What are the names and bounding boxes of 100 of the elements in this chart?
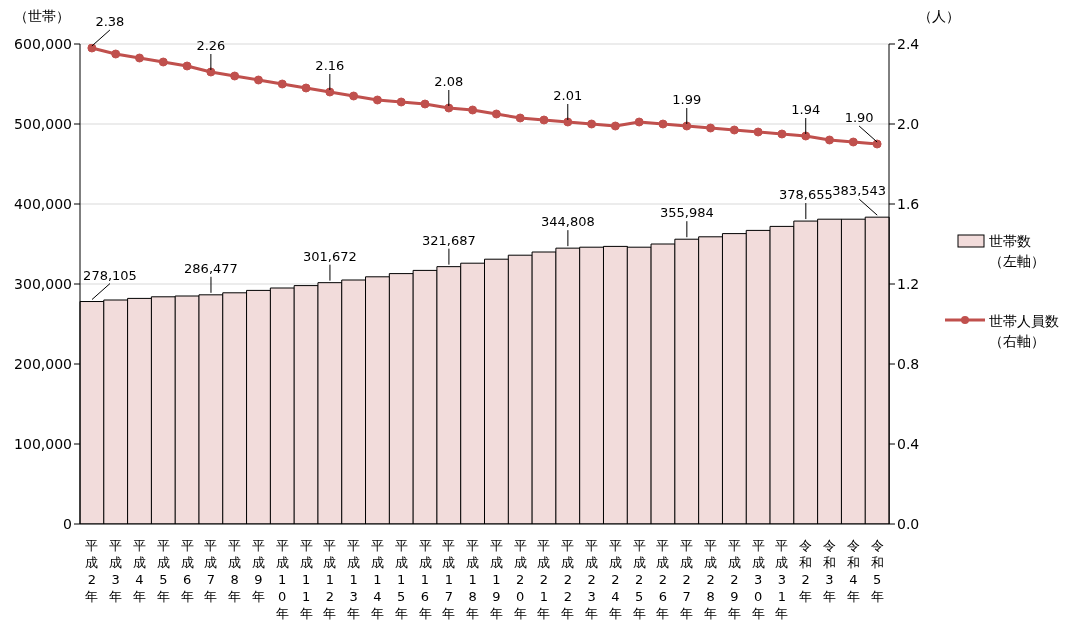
point <box>111 49 121 59</box>
point <box>515 113 525 123</box>
x-tick-label: 令和2年 <box>799 538 813 604</box>
x-tick-label: 平成8年 <box>228 538 242 604</box>
x-tick-label: 平成28年 <box>704 538 718 621</box>
point <box>206 67 216 77</box>
x-tick-label: 平成13年 <box>347 538 361 621</box>
x-tick-label: 平成25年 <box>632 538 646 621</box>
data-label: 2.26 <box>196 38 226 53</box>
x-tick-label: 平成12年 <box>323 538 337 621</box>
x-tick-label: 平成17年 <box>442 538 456 621</box>
data-label: 1.99 <box>672 92 702 107</box>
point <box>777 129 787 139</box>
y2-tick-label: 2.0 <box>897 115 920 132</box>
x-tick-label: 平成15年 <box>394 538 408 621</box>
point <box>87 44 97 53</box>
x-tick-label: 平成14年 <box>370 538 384 621</box>
x-tick-label: 平成4年 <box>132 538 146 604</box>
point <box>491 109 501 119</box>
point <box>277 79 287 89</box>
x-tick-label: 平成31年 <box>775 538 789 621</box>
x-tick-label: 平成19年 <box>489 538 503 621</box>
x-tick-label: 平成7年 <box>204 538 218 604</box>
point <box>658 119 668 129</box>
x-tick-label: 平成26年 <box>656 538 670 621</box>
point <box>468 105 478 115</box>
point <box>182 61 192 71</box>
y-tick-label: 100,000 <box>14 435 72 452</box>
x-tick-label: 平成2年 <box>85 538 99 604</box>
x-tick-label: 平成27年 <box>680 538 694 621</box>
data-label: 355,984 <box>659 205 714 221</box>
data-label: 383,543 <box>832 183 887 199</box>
point <box>301 83 311 93</box>
point <box>610 121 620 131</box>
x-tick-label: 平成11年 <box>299 538 313 621</box>
x-tick-label: 平成10年 <box>275 538 289 621</box>
data-label: 2.01 <box>553 88 583 103</box>
point <box>753 127 763 137</box>
data-label: 1.90 <box>844 110 874 125</box>
y-tick-label: 600,000 <box>14 35 72 52</box>
x-tick-label: 平成20年 <box>513 538 527 621</box>
x-tick-label: 平成29年 <box>727 538 741 621</box>
x-tick-label: 令和5年 <box>870 538 884 604</box>
y2-tick-label: 0.0 <box>897 515 920 532</box>
point <box>801 131 811 141</box>
point <box>420 99 430 109</box>
y2-tick-label: 1.2 <box>897 275 920 292</box>
y-axis-title: （世帯） <box>14 8 70 26</box>
y-tick-label: 400,000 <box>14 195 72 212</box>
point <box>587 119 597 129</box>
point <box>634 117 644 127</box>
point <box>349 91 359 101</box>
x-tick-label: 平成6年 <box>180 538 194 604</box>
data-label: 286,477 <box>184 260 238 276</box>
data-label: 278,105 <box>83 267 137 283</box>
data-label: 2.16 <box>315 58 345 73</box>
x-tick-label: 平成5年 <box>156 538 170 604</box>
x-tick-label: 平成23年 <box>585 538 599 621</box>
legend-label: 世帯数（左軸） <box>989 232 1045 271</box>
y-tick-label: 0 <box>63 515 72 532</box>
data-label: 344,808 <box>541 214 595 230</box>
point <box>444 103 454 113</box>
point <box>134 53 144 63</box>
y-tick-label: 200,000 <box>14 355 72 372</box>
y2-tick-label: 1.6 <box>897 195 920 212</box>
data-label: 301,672 <box>303 248 357 264</box>
point <box>729 125 739 135</box>
x-tick-label: 平成3年 <box>109 538 123 604</box>
y-tick-label: 300,000 <box>14 275 72 292</box>
x-tick-label: 令和3年 <box>823 538 837 604</box>
y2-tick-label: 0.8 <box>897 355 920 372</box>
data-label: 378,655 <box>778 187 833 203</box>
point <box>539 115 549 125</box>
x-tick-label: 平成9年 <box>251 538 265 604</box>
y2-tick-label: 2.4 <box>897 35 920 52</box>
y-tick-label: 500,000 <box>14 115 72 132</box>
data-label: 321,687 <box>422 232 476 248</box>
point <box>253 75 263 85</box>
point <box>682 121 692 131</box>
x-tick-label: 令和4年 <box>846 538 860 604</box>
point <box>706 123 716 133</box>
point <box>230 71 240 81</box>
data-label: 1.94 <box>791 102 821 117</box>
point <box>325 87 335 97</box>
x-tick-label: 平成24年 <box>608 538 622 621</box>
x-tick-label: 平成22年 <box>561 538 575 621</box>
x-tick-label: 平成18年 <box>466 538 480 621</box>
x-tick-label: 平成21年 <box>537 538 551 621</box>
point <box>563 117 573 127</box>
y2-axis-title: （人） <box>918 8 960 26</box>
x-tick-label: 平成16年 <box>418 538 432 621</box>
legend-label: 世帯人員数（右軸） <box>989 312 1059 351</box>
data-label: 2.08 <box>434 74 464 89</box>
x-tick-label: 平成30年 <box>751 538 765 621</box>
point <box>848 137 858 147</box>
data-label: 2.38 <box>95 14 125 29</box>
point <box>396 97 406 107</box>
point <box>158 57 168 67</box>
y2-tick-label: 0.4 <box>897 435 920 452</box>
point <box>825 135 835 145</box>
